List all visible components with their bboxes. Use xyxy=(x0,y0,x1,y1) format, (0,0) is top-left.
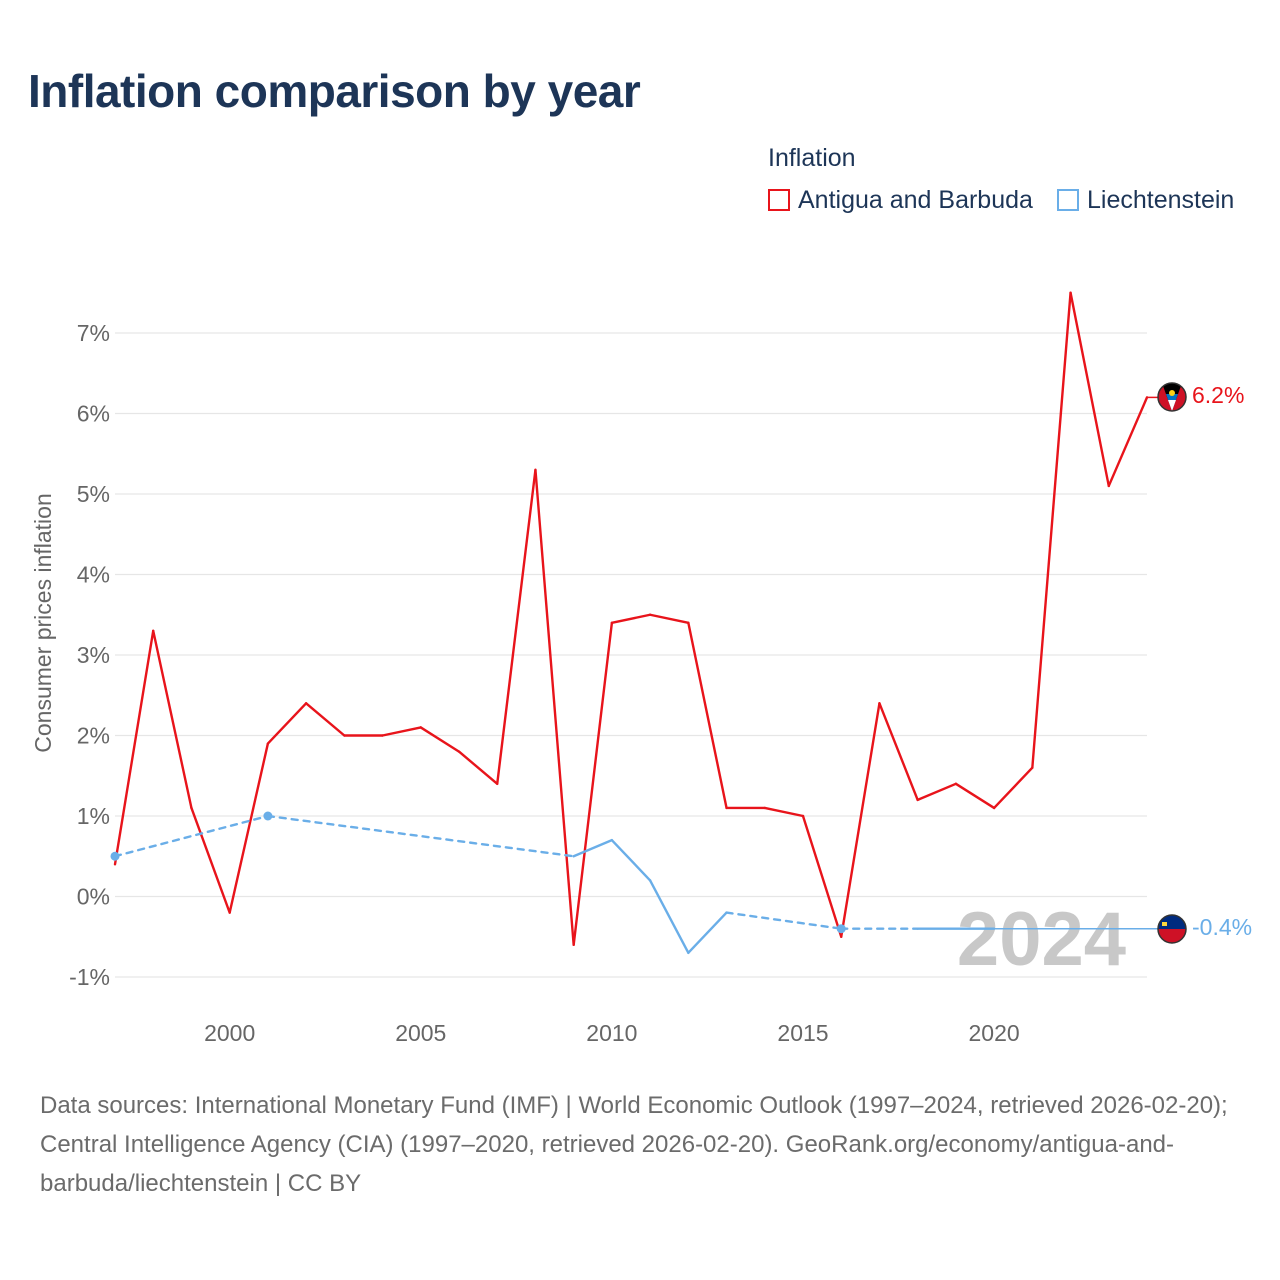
y-tick-label: 4% xyxy=(77,562,110,588)
data-point xyxy=(263,811,273,821)
gridlines xyxy=(115,332,1147,978)
series-antigua xyxy=(113,291,1158,946)
legend-label-antigua: Antigua and Barbuda xyxy=(798,185,1033,214)
y-tick-label: 6% xyxy=(77,401,110,427)
x-tick-label: 2005 xyxy=(395,1020,446,1046)
end-label-antigua: 6.2% xyxy=(1192,382,1244,408)
line-segment xyxy=(381,726,422,737)
line-segment xyxy=(840,702,881,938)
x-axis-ticks: 2000 2005 2010 2015 2020 xyxy=(204,1020,1020,1046)
line-segment xyxy=(419,726,461,753)
series-liechtenstein xyxy=(110,811,1158,955)
y-tick-label: 5% xyxy=(77,481,110,507)
line-segment xyxy=(152,629,193,810)
line-segment xyxy=(496,468,537,785)
line-chart: 2024 -1% 0% 1% 2% 3% 4% 5% 6% 7% 2000 2005 2010 201… xyxy=(30,291,1252,1046)
legend-item-liechtenstein[interactable]: Liechtenstein xyxy=(1057,184,1234,216)
line-segment xyxy=(113,814,270,858)
y-tick-label: 3% xyxy=(77,642,110,668)
liechtenstein-flag-icon xyxy=(1157,914,1187,944)
y-axis-ticks: -1% 0% 1% 2% 3% 4% 5% 6% 7% xyxy=(69,320,110,990)
line-segment xyxy=(1031,291,1072,769)
line-segment xyxy=(878,702,919,802)
line-segment xyxy=(648,613,690,624)
line-segment xyxy=(457,750,499,785)
end-label-liechtenstein: -0.4% xyxy=(1192,914,1252,940)
line-segment xyxy=(801,814,843,938)
line-segment xyxy=(534,468,575,946)
x-tick-label: 2010 xyxy=(586,1020,637,1046)
line-segment xyxy=(610,613,652,624)
legend-title: Inflation xyxy=(768,144,856,172)
y-tick-label: 2% xyxy=(77,723,110,749)
line-segment xyxy=(954,782,996,810)
line-segment xyxy=(113,629,155,866)
line-segment xyxy=(572,621,614,946)
line-segment xyxy=(687,911,728,955)
antigua-flag-icon xyxy=(1157,382,1187,412)
line-segment xyxy=(610,838,652,882)
line-segment xyxy=(763,806,805,818)
line-segment xyxy=(266,814,575,858)
line-segment xyxy=(725,911,843,930)
y-tick-label: 1% xyxy=(77,803,110,829)
source-footnote: Data sources: International Monetary Fun… xyxy=(40,1092,1228,1197)
y-tick-label: -1% xyxy=(69,964,110,990)
legend-item-antigua[interactable]: Antigua and Barbuda xyxy=(768,184,1033,216)
line-segment xyxy=(266,702,308,745)
line-segment xyxy=(190,806,231,914)
x-tick-label: 2020 xyxy=(969,1020,1020,1046)
legend-swatch-antigua xyxy=(768,189,790,211)
legend-label-liechtenstein: Liechtenstein xyxy=(1087,185,1235,214)
y-axis-label: Consumer prices inflation xyxy=(30,493,56,753)
series-layer xyxy=(110,291,1158,955)
line-segment xyxy=(648,879,690,955)
data-point xyxy=(836,924,846,934)
chart-title: Inflation comparison by year xyxy=(28,65,641,117)
line-segment xyxy=(1069,291,1110,488)
year-watermark: 2024 xyxy=(957,897,1126,982)
line-segment xyxy=(572,838,614,858)
x-tick-label: 2000 xyxy=(204,1020,255,1046)
line-segment xyxy=(687,621,728,810)
line-segment xyxy=(228,742,270,914)
x-tick-label: 2015 xyxy=(777,1020,828,1046)
line-segment xyxy=(304,702,346,737)
line-segment xyxy=(916,782,958,802)
line-segment xyxy=(992,766,1034,810)
y-tick-label: 7% xyxy=(77,320,110,346)
legend-swatch-liechtenstein xyxy=(1057,189,1079,211)
data-point xyxy=(110,851,120,861)
y-tick-label: 0% xyxy=(77,884,110,910)
line-segment xyxy=(1107,396,1149,488)
